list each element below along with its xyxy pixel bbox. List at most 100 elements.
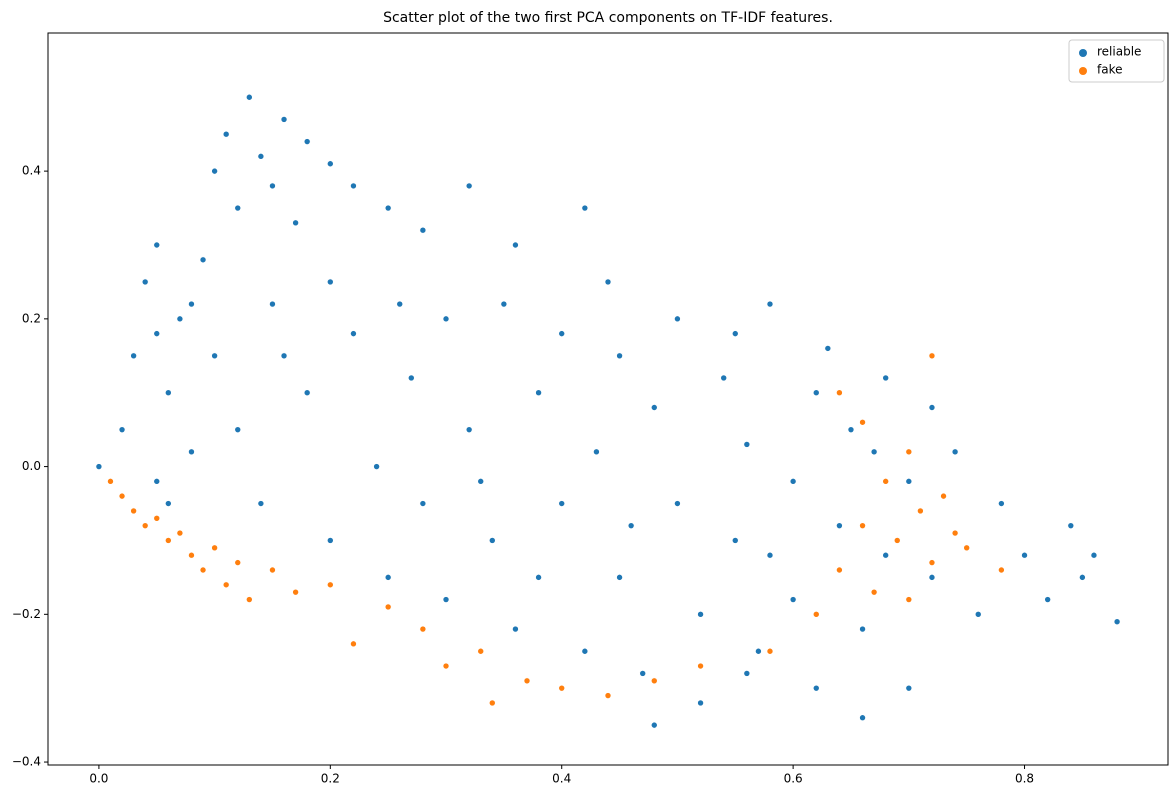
point bbox=[153, 330, 161, 337]
point bbox=[836, 566, 843, 574]
point bbox=[905, 448, 913, 456]
point bbox=[581, 647, 589, 655]
point bbox=[512, 625, 519, 633]
point bbox=[940, 492, 947, 500]
point bbox=[153, 478, 161, 485]
point bbox=[674, 315, 681, 323]
legend-label: reliable bbox=[1097, 45, 1141, 59]
point bbox=[350, 640, 357, 648]
point bbox=[812, 611, 820, 618]
point bbox=[234, 559, 242, 566]
point bbox=[500, 300, 508, 308]
point bbox=[951, 448, 959, 456]
y-tick-label: −0.2 bbox=[12, 607, 41, 621]
point bbox=[384, 574, 392, 581]
point bbox=[535, 574, 542, 581]
point bbox=[766, 551, 774, 559]
point bbox=[581, 204, 589, 212]
point bbox=[246, 93, 253, 101]
y-tick-label: 0.0 bbox=[22, 459, 41, 473]
point bbox=[639, 670, 647, 677]
point bbox=[165, 537, 172, 544]
y-tick-label: 0.4 bbox=[22, 164, 41, 178]
point bbox=[870, 588, 878, 596]
point bbox=[859, 625, 866, 633]
point bbox=[558, 500, 566, 507]
point bbox=[465, 182, 473, 190]
point bbox=[859, 418, 866, 426]
point bbox=[327, 581, 334, 589]
point bbox=[836, 522, 843, 529]
point bbox=[141, 278, 149, 286]
point bbox=[246, 596, 253, 603]
point bbox=[697, 662, 704, 670]
point bbox=[870, 448, 878, 456]
point bbox=[974, 611, 982, 618]
point bbox=[859, 522, 866, 529]
y-tick-label: 0.2 bbox=[22, 311, 41, 325]
point bbox=[280, 352, 288, 360]
point bbox=[743, 670, 751, 677]
point bbox=[836, 389, 843, 397]
x-tick-label: 0.8 bbox=[1015, 772, 1034, 786]
point bbox=[384, 603, 392, 611]
point bbox=[130, 352, 137, 360]
legend-box bbox=[1068, 39, 1165, 83]
point bbox=[731, 330, 739, 337]
point bbox=[1067, 522, 1075, 529]
point bbox=[292, 219, 299, 227]
point bbox=[488, 537, 496, 544]
point bbox=[303, 138, 311, 145]
point bbox=[697, 699, 704, 707]
point bbox=[95, 463, 103, 470]
point bbox=[847, 426, 855, 433]
point bbox=[697, 611, 704, 618]
point bbox=[303, 389, 311, 397]
point bbox=[188, 300, 195, 308]
point bbox=[199, 566, 207, 574]
x-tick-label: 0.0 bbox=[89, 772, 108, 786]
point bbox=[743, 441, 751, 448]
point bbox=[963, 544, 970, 552]
point bbox=[523, 677, 531, 685]
point bbox=[905, 478, 913, 485]
point bbox=[384, 204, 392, 212]
point bbox=[766, 300, 774, 308]
point bbox=[488, 699, 496, 707]
point bbox=[674, 500, 681, 507]
legend-marker bbox=[1079, 67, 1087, 75]
point bbox=[188, 448, 195, 456]
point bbox=[373, 463, 380, 470]
point bbox=[257, 500, 265, 507]
point bbox=[165, 500, 172, 507]
point bbox=[882, 551, 889, 559]
point bbox=[327, 278, 334, 286]
point bbox=[731, 537, 739, 544]
point bbox=[928, 404, 936, 411]
point bbox=[558, 684, 566, 692]
chart-title: Scatter plot of the two first PCA compon… bbox=[383, 10, 833, 26]
point bbox=[118, 426, 126, 433]
point bbox=[905, 596, 913, 603]
point bbox=[1021, 551, 1028, 559]
point bbox=[789, 478, 797, 485]
point bbox=[928, 574, 936, 581]
point bbox=[755, 647, 762, 655]
point bbox=[234, 204, 242, 212]
point bbox=[280, 116, 288, 123]
point bbox=[165, 389, 172, 397]
point bbox=[153, 514, 161, 522]
legend-label: fake bbox=[1097, 63, 1122, 77]
point bbox=[211, 544, 218, 552]
x-tick-label: 0.2 bbox=[321, 772, 340, 786]
point bbox=[512, 241, 519, 249]
point bbox=[812, 389, 820, 397]
point bbox=[327, 160, 334, 168]
point bbox=[442, 315, 450, 323]
point bbox=[107, 478, 114, 485]
y-tick-label: −0.4 bbox=[12, 755, 41, 769]
point bbox=[905, 684, 913, 692]
point bbox=[720, 374, 728, 382]
point bbox=[998, 566, 1005, 574]
point bbox=[269, 566, 276, 574]
